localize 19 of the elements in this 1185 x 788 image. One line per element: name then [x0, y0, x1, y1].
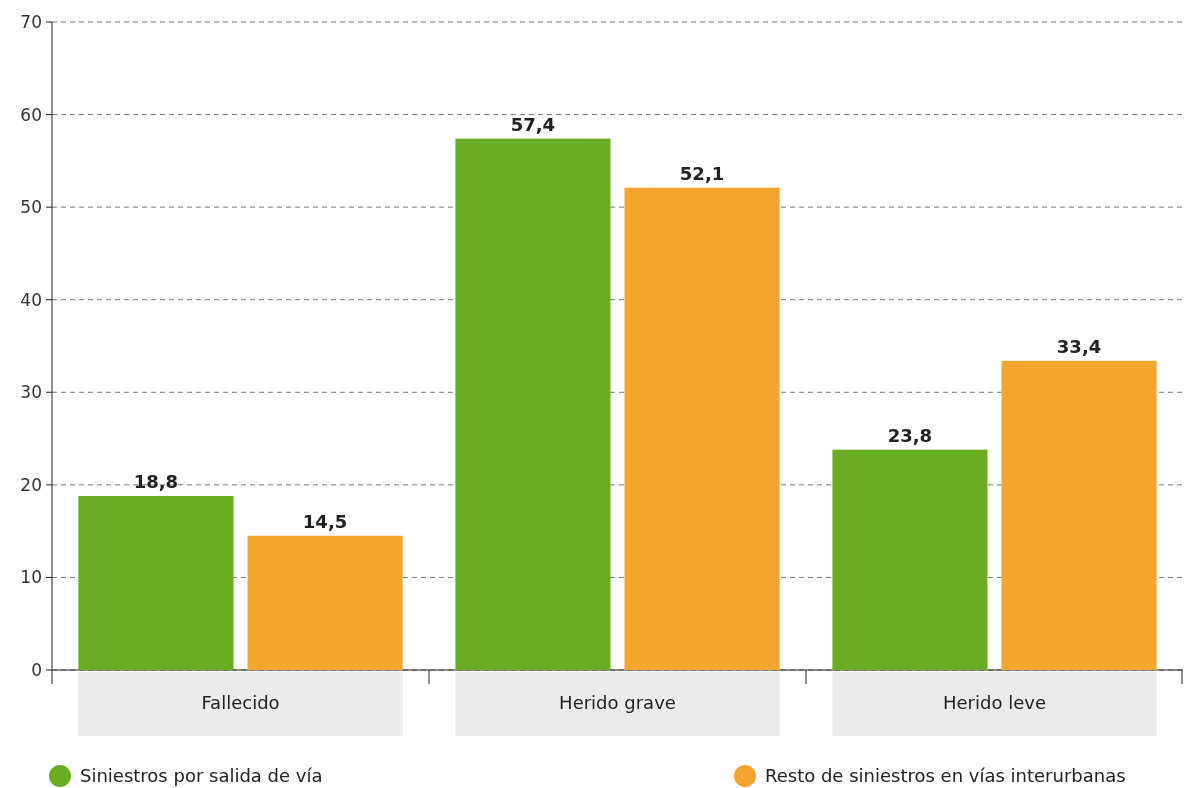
y-tick-label: 70	[20, 11, 42, 32]
legend-label: Siniestros por salida de vía	[80, 765, 323, 787]
data-label: 23,8	[887, 424, 933, 446]
data-label: 33,4	[1056, 335, 1102, 357]
x-tick-label: Fallecido	[201, 692, 280, 714]
data-label: 52,1	[679, 162, 725, 184]
y-tick-label: 10	[20, 567, 42, 588]
y-tick-label: 0	[31, 659, 42, 680]
legend-label: Resto de siniestros en vías interurbanas	[765, 765, 1126, 787]
data-label: 18,8	[133, 470, 179, 492]
data-label: 14,5	[302, 510, 348, 532]
y-tick-label: 40	[20, 289, 42, 310]
x-tick-label: Herido grave	[559, 692, 676, 714]
x-tick-label: Herido leve	[943, 692, 1046, 714]
y-tick-label: 30	[20, 382, 42, 403]
y-tick-label: 60	[20, 104, 42, 125]
y-tick-label: 20	[20, 474, 42, 495]
data-label: 57,4	[510, 113, 556, 135]
y-tick-label: 50	[20, 197, 42, 218]
